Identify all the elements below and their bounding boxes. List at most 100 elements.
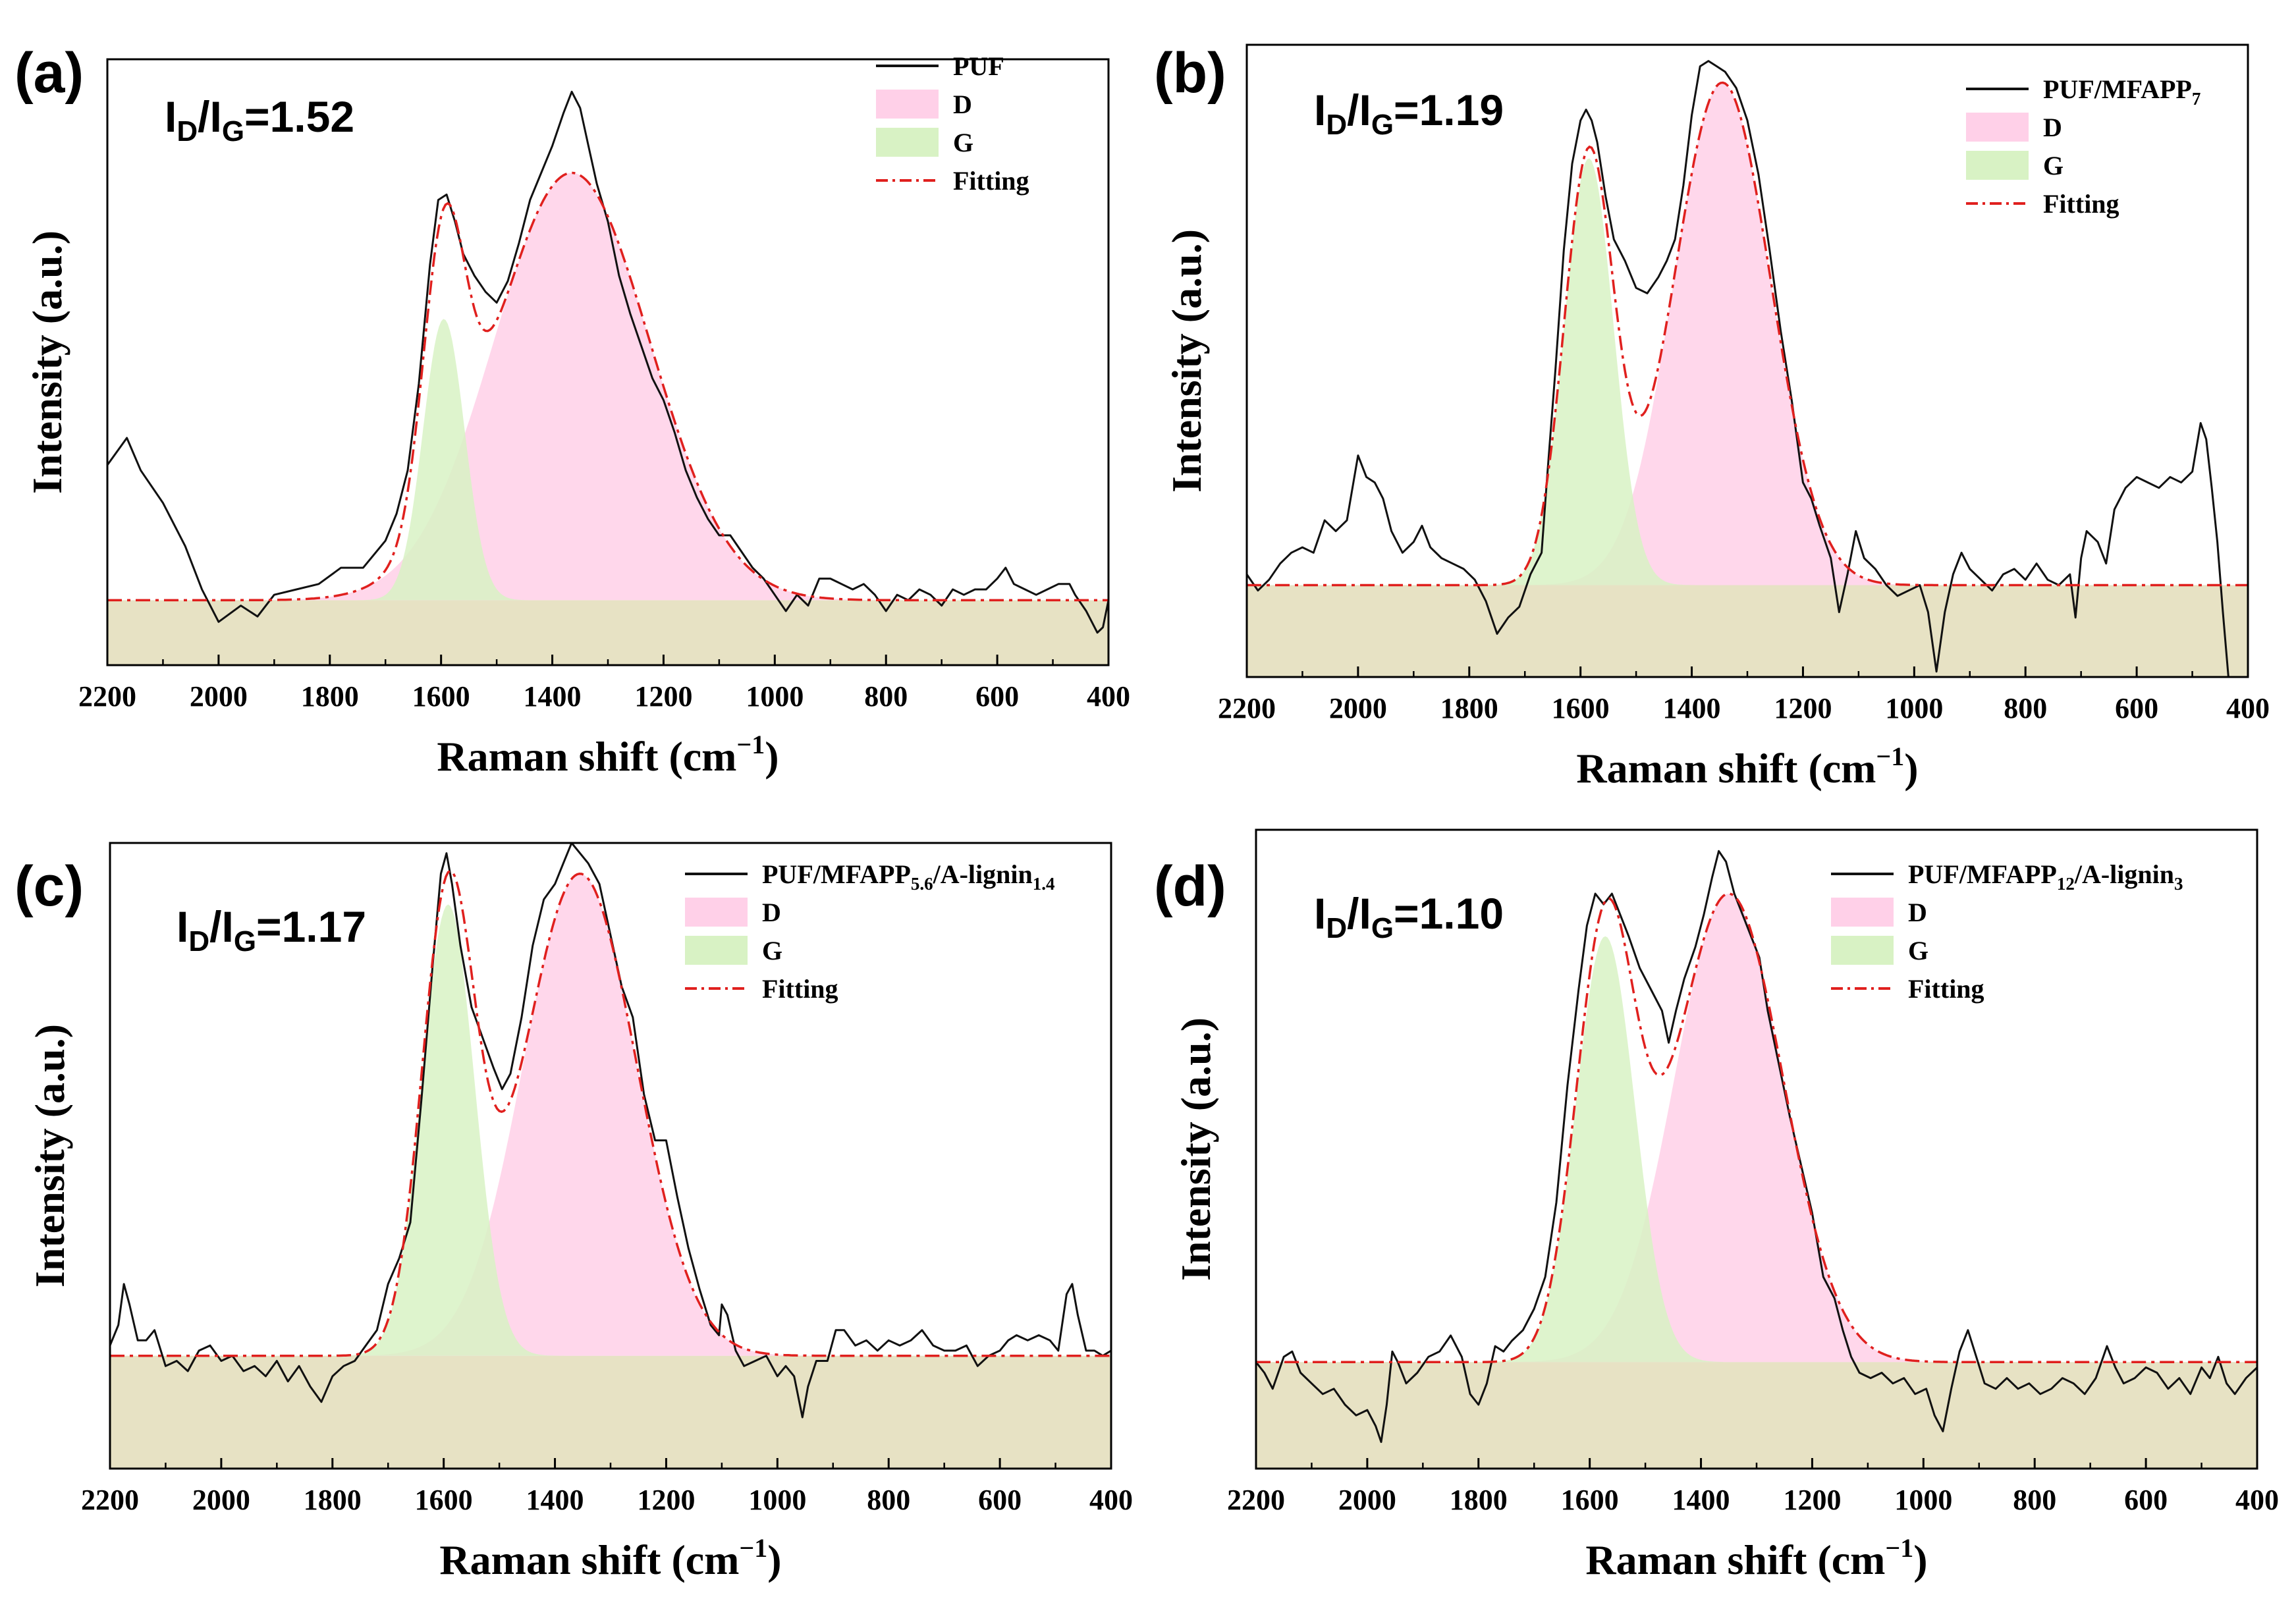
- x-tick-label: 1400: [1672, 1484, 1730, 1516]
- ratio-sub-d: D: [1326, 912, 1347, 944]
- legend-label: Fitting: [762, 974, 838, 1004]
- x-tick-label: 1000: [1894, 1484, 1952, 1516]
- x-tick-label: 600: [978, 1484, 1022, 1516]
- legend-label-sub: 12: [2057, 874, 2075, 894]
- spectrum-line: [107, 90, 1108, 634]
- legend-label-name: D: [953, 90, 972, 119]
- ratio-slash: /I: [198, 92, 222, 141]
- legend-label: G: [2043, 151, 2064, 180]
- legend-label-name2: /A-lignin: [933, 859, 1033, 889]
- chart-panel-2: 2200 2000 1800 1600 1400 1200 1000 800 600 400 Ram…: [14, 842, 1133, 1583]
- x-tick-label: 1400: [526, 1484, 584, 1516]
- ratio-annotation: ID/IG=1.17: [177, 902, 366, 958]
- chart-panel-0: 2200 2000 1800 1600 1400 1200 1000 800 600 400 Ram…: [14, 41, 1130, 780]
- x-axis-label-sup: −1: [739, 1533, 767, 1563]
- x-tick-label: 1000: [746, 680, 804, 713]
- legend-label-name: Fitting: [1908, 974, 1984, 1004]
- legend-label-name: D: [1908, 898, 1927, 927]
- d-peak-area: [1247, 82, 2248, 585]
- legend-label-name: G: [953, 128, 973, 157]
- d-peak-area: [107, 173, 1108, 601]
- x-axis-label-main: Raman shift (cm: [437, 733, 736, 780]
- legend-swatch-d: [876, 90, 939, 119]
- x-tick-label: 2200: [78, 680, 136, 713]
- legend-label: PUF/MFAPP7: [2043, 74, 2200, 109]
- x-tick-label: 1400: [524, 680, 582, 713]
- ratio-eq: =: [1394, 889, 1419, 938]
- x-tick-label: 600: [975, 680, 1019, 713]
- legend-swatch-g: [876, 128, 939, 157]
- legend-swatch-g: [1831, 936, 1894, 965]
- fitting-line: [107, 171, 1108, 602]
- x-tick-label: 1800: [1450, 1484, 1508, 1516]
- legend-label-sub2: 1.4: [1033, 874, 1055, 894]
- panel-label: (b): [1154, 41, 1226, 105]
- y-axis-label: Intensity (a.u.): [1163, 229, 1210, 493]
- x-tick-label: 600: [2124, 1484, 2168, 1516]
- plot-layer: [110, 843, 1111, 1469]
- fitting-line: [1247, 81, 2248, 587]
- legend-label-name: Fitting: [953, 166, 1029, 196]
- plot-layer: [1256, 850, 2257, 1469]
- x-axis-label-end: ): [1904, 745, 1918, 792]
- ratio-eq: =: [1394, 86, 1419, 134]
- legend-label-name: D: [2043, 113, 2062, 142]
- spectrum-line: [1256, 850, 2257, 1444]
- x-axis-label-sup: −1: [1876, 742, 1904, 771]
- legend-label: Fitting: [953, 166, 1029, 196]
- legend-label: PUF: [953, 51, 1004, 81]
- x-tick-label: 1400: [1663, 692, 1721, 724]
- plot-layer: [107, 90, 1108, 665]
- legend-label-name2: /A-lignin: [2074, 859, 2174, 889]
- legend-swatch-d: [1966, 113, 2029, 142]
- ratio-sub-d: D: [177, 115, 198, 148]
- legend-label-name: G: [2043, 151, 2064, 180]
- ratio-eq: =: [256, 902, 282, 951]
- ratio-sub-g: G: [1371, 109, 1394, 141]
- x-tick-label: 1600: [412, 680, 470, 713]
- x-tick-label: 2200: [81, 1484, 139, 1516]
- x-tick-label: 1200: [1783, 1484, 1841, 1516]
- x-axis-label: Raman shift (cm−1): [437, 730, 779, 780]
- legend-label-name: G: [762, 936, 782, 965]
- legend-swatch-g: [685, 936, 748, 965]
- fitting-line: [110, 869, 1111, 1357]
- ratio-value: 1.52: [270, 92, 354, 141]
- legend-label-name: PUF/MFAPP: [762, 859, 911, 889]
- x-tick-label: 800: [2013, 1484, 2056, 1516]
- y-axis-label: Intensity (a.u.): [24, 230, 70, 494]
- legend-label: Fitting: [1908, 974, 1984, 1004]
- ratio-sub-g: G: [1371, 912, 1394, 944]
- legend-swatch-g: [1966, 151, 2029, 180]
- x-tick-label: 400: [1087, 680, 1130, 713]
- ratio-i: I: [177, 902, 188, 951]
- x-tick-label: 2200: [1227, 1484, 1285, 1516]
- baseline-fill: [1247, 585, 2248, 677]
- d-peak-area: [110, 873, 1111, 1356]
- ratio-value: 1.17: [282, 902, 366, 951]
- x-axis-label-sup: −1: [736, 730, 765, 759]
- legend-label-name: PUF: [953, 51, 1004, 81]
- x-tick-label: 400: [1089, 1484, 1133, 1516]
- x-tick-label: 2000: [190, 680, 248, 713]
- ratio-value: 1.19: [1419, 86, 1504, 134]
- legend-label-name: PUF/MFAPP: [2043, 74, 2192, 104]
- ratio-annotation: ID/IG=1.10: [1314, 889, 1504, 944]
- x-axis-label-end: ): [767, 1536, 781, 1583]
- y-axis-label: Intensity (a.u.): [26, 1024, 73, 1287]
- legend-label-sub: 7: [2192, 89, 2201, 109]
- legend-label: D: [1908, 898, 1927, 927]
- panel-label: (c): [14, 855, 84, 918]
- legend-label: G: [762, 936, 782, 965]
- x-tick-label: 800: [867, 1484, 910, 1516]
- x-tick-label: 1600: [1552, 692, 1610, 724]
- legend-label: PUF/MFAPP12/A-lignin3: [1908, 859, 2183, 894]
- plot-layer: [1247, 60, 2248, 677]
- legend-label: G: [953, 128, 973, 157]
- x-tick-label: 2000: [192, 1484, 250, 1516]
- ratio-eq: =: [244, 92, 270, 141]
- ratio-annotation: ID/IG=1.19: [1314, 86, 1504, 141]
- panel-label: (a): [14, 41, 84, 105]
- ratio-sub-d: D: [188, 925, 209, 958]
